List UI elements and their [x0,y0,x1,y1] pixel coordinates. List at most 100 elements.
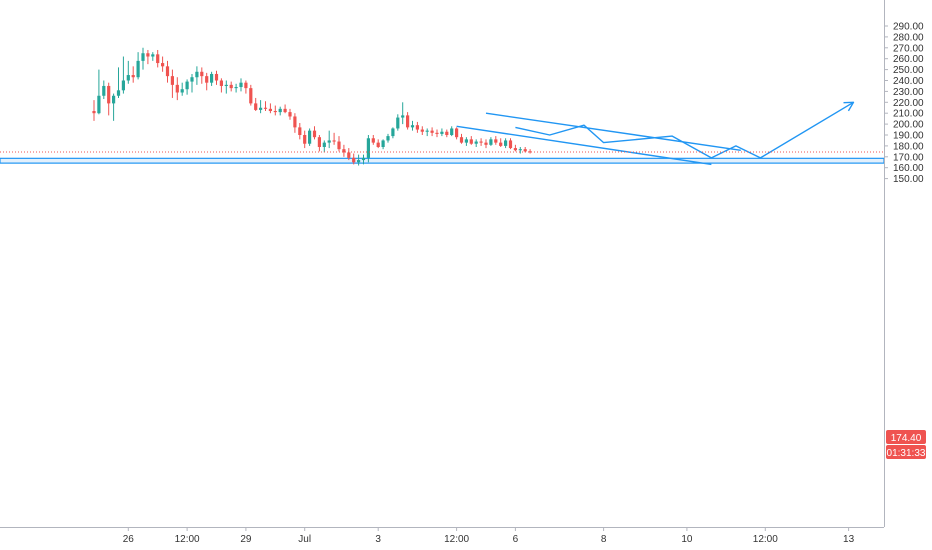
price-axis[interactable]: 150.00160.00170.00180.00190.00200.00210.… [884,22,924,186]
candle[interactable] [317,135,321,152]
candle[interactable] [195,66,199,85]
candle[interactable] [504,138,508,149]
candle[interactable] [141,47,145,70]
candle[interactable] [508,138,513,150]
candle[interactable] [205,72,209,91]
candle[interactable] [210,71,214,86]
candle[interactable] [489,137,493,146]
candle[interactable] [263,101,268,112]
candle[interactable] [352,153,356,165]
candle[interactable] [156,49,160,68]
candle[interactable] [303,130,307,149]
candle[interactable] [445,129,449,138]
candle[interactable] [234,83,238,93]
support-zone-rect[interactable] [0,157,885,164]
candle[interactable] [170,69,174,98]
candle-body [455,128,459,138]
candle[interactable] [425,128,429,137]
candle[interactable] [518,146,522,154]
candle[interactable] [288,108,292,120]
candle[interactable] [401,102,405,125]
candle[interactable] [131,66,135,83]
candle[interactable] [332,132,336,145]
candle[interactable] [259,100,263,114]
candle[interactable] [151,52,155,61]
candle[interactable] [116,67,121,98]
candle[interactable] [214,70,219,85]
candle[interactable] [455,127,459,140]
candle[interactable] [386,133,390,143]
candle[interactable] [406,112,410,130]
candle[interactable] [513,144,517,152]
candle[interactable] [469,136,473,145]
candle[interactable] [219,78,223,93]
candle[interactable] [136,52,140,80]
candle[interactable] [528,149,532,154]
candle[interactable] [249,84,253,106]
candle[interactable] [464,137,468,146]
candle[interactable] [200,67,204,84]
candle[interactable] [107,82,111,116]
candle[interactable] [112,93,116,121]
candle[interactable] [435,129,439,138]
candle[interactable] [308,128,312,146]
candle[interactable] [244,80,248,94]
candle[interactable] [410,120,415,131]
candle[interactable] [381,139,385,150]
candle[interactable] [180,82,184,96]
candle[interactable] [420,126,424,135]
candle[interactable] [494,136,498,145]
candle[interactable] [298,123,302,140]
candle[interactable] [484,139,488,149]
candle[interactable] [357,154,361,166]
candle[interactable] [440,128,444,137]
projected-wave-path[interactable] [515,101,854,159]
candle[interactable] [459,133,464,144]
candle[interactable] [268,103,272,114]
candle[interactable] [102,80,106,100]
candle[interactable] [450,126,454,137]
candle[interactable] [175,77,179,101]
candle[interactable] [371,135,375,145]
channel-upper-line[interactable] [485,112,741,151]
candle[interactable] [146,49,150,65]
candle[interactable] [312,126,317,140]
candle[interactable] [376,139,380,149]
candle[interactable] [190,73,194,93]
candle[interactable] [97,69,101,115]
candle-body [435,132,439,134]
candle[interactable] [347,148,351,161]
candle[interactable] [430,127,434,137]
candle[interactable] [283,104,287,114]
candle[interactable] [479,138,483,146]
candle[interactable] [126,60,130,84]
channel-lower-line[interactable] [456,125,712,166]
candle[interactable] [361,154,366,165]
candle[interactable] [161,56,165,72]
price-tick-label: 230.00 [893,87,924,98]
candle[interactable] [273,105,277,116]
candle[interactable] [415,121,419,133]
candle[interactable] [293,113,297,133]
candle[interactable] [239,78,243,92]
candle[interactable] [337,136,341,152]
candle[interactable] [121,56,125,94]
candle[interactable] [499,138,503,147]
candle[interactable] [254,97,258,112]
candle[interactable] [396,114,400,131]
candle[interactable] [322,140,326,153]
candle[interactable] [391,127,395,139]
candle[interactable] [278,106,282,116]
candle[interactable] [229,81,233,92]
price-tick-label: 210.00 [893,109,924,120]
candle[interactable] [474,139,478,147]
candle[interactable] [185,79,189,95]
candle[interactable] [327,130,331,149]
candle[interactable] [342,144,346,157]
candle[interactable] [224,80,228,94]
candle[interactable] [165,60,170,83]
candle[interactable] [92,100,96,121]
candle-body [494,139,498,143]
candle[interactable] [366,135,370,163]
